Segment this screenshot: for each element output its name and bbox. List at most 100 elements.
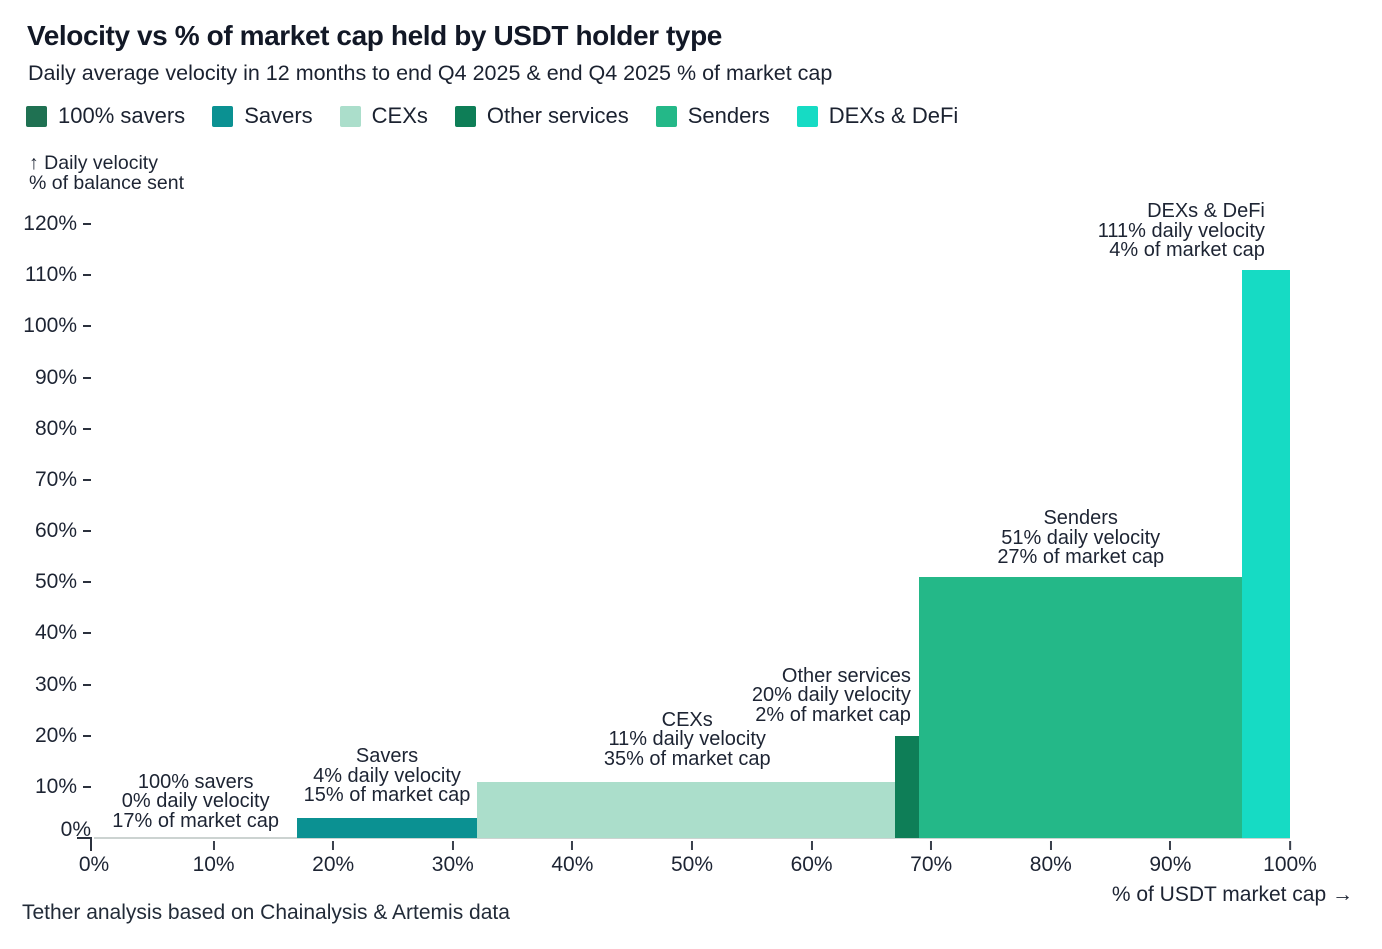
annotation-line: 35% of market cap xyxy=(603,747,771,770)
annotation-line: 4% of market cap xyxy=(1109,239,1265,262)
y-tick-mark xyxy=(83,785,91,788)
y-tick-label: 50% xyxy=(34,570,77,594)
legend-swatch-icon xyxy=(454,105,476,127)
plot-area: 0% 10% 20% 30% 40% 50% 60% 70% 80% 90% 100% 110% 120… xyxy=(23,202,1317,876)
x-tick-mark xyxy=(1169,841,1172,850)
legend-label: 100% savers xyxy=(58,103,186,128)
chart-subtitle: Daily average velocity in 12 months to e… xyxy=(28,61,833,85)
y-tick-label: 20% xyxy=(34,723,77,747)
y-tick-label: 80% xyxy=(34,416,77,440)
annotation-line: DEXs & DeFi xyxy=(1147,200,1265,223)
x-tick-mark xyxy=(1049,841,1052,850)
x-tick-80: 80% xyxy=(1030,838,1072,877)
annotation-line: 111% daily velocity xyxy=(1097,219,1265,242)
y-axis-title-line2: % of balance sent xyxy=(29,172,185,194)
y-tick-120: 120% xyxy=(23,212,94,236)
x-tick-mark xyxy=(930,841,933,850)
x-tick-20: 20% xyxy=(312,838,354,877)
annotation-line: 15% of market cap xyxy=(303,784,471,807)
y-tick-10: 10% xyxy=(35,775,94,799)
chart-title: Velocity vs % of market cap held by USDT… xyxy=(27,20,722,51)
legend-item-100-savers: 100% savers xyxy=(26,103,185,129)
x-tick-mark xyxy=(212,841,215,850)
annotation-line: Other services xyxy=(781,664,911,687)
annotation-line: 17% of market cap xyxy=(112,809,280,832)
axis-corner-elbow xyxy=(77,837,92,851)
x-tick-label: 100% xyxy=(1263,853,1317,876)
y-tick-label: 100% xyxy=(23,314,77,338)
legend-swatch-icon xyxy=(796,105,818,127)
x-tick-mark xyxy=(571,841,574,850)
bar-cexs xyxy=(476,781,896,838)
y-tick-label: 0% xyxy=(60,818,91,841)
y-tick-60: 60% xyxy=(35,519,94,543)
x-tick-label: 60% xyxy=(790,853,833,876)
x-tick-70: 70% xyxy=(910,838,952,877)
y-tick-20: 20% xyxy=(35,724,94,748)
legend-label: CEXs xyxy=(371,103,428,128)
x-tick-30: 30% xyxy=(432,838,474,877)
y-tick-100: 100% xyxy=(23,314,94,338)
annotation-line: 20% daily velocity xyxy=(751,684,911,707)
x-tick-mark xyxy=(332,841,335,850)
annotation-line: 27% of market cap xyxy=(997,546,1165,569)
y-tick-label: 120% xyxy=(23,212,77,235)
y-tick-mark xyxy=(83,223,91,225)
annotation-senders: Senders 51% daily velocity 27% of market c… xyxy=(997,509,1164,568)
y-tick-label: 110% xyxy=(24,263,77,287)
annotation-line: 51% daily velocity xyxy=(1001,526,1161,549)
legend-label: Senders xyxy=(687,103,770,128)
x-tick-label: 40% xyxy=(551,853,594,876)
y-tick-mark xyxy=(83,734,91,737)
legend: 100% savers Savers CEXs Other services Sende… xyxy=(26,103,958,129)
bar-dexs-defi xyxy=(1242,270,1290,838)
y-axis-title: ↑ Daily velocity % of balance sent xyxy=(29,153,184,193)
x-tick-0: 0% xyxy=(79,838,109,877)
x-tick-50: 50% xyxy=(671,838,713,877)
y-tick-80: 80% xyxy=(35,417,94,441)
x-tick-40: 40% xyxy=(551,838,593,877)
legend-item-dexs-defi: DEXs & DeFi xyxy=(796,103,959,129)
annotation-line: 4% daily velocity xyxy=(313,764,461,787)
x-tick-label: 80% xyxy=(1029,853,1072,876)
x-tick-label: 10% xyxy=(192,853,235,876)
x-tick-mark xyxy=(691,841,693,850)
source-note: Tether analysis based on Chainalysis & A… xyxy=(22,901,510,924)
x-tick-90: 90% xyxy=(1149,838,1191,877)
annotation-cexs: CEXs 11% daily velocity 35% of market cap xyxy=(603,708,771,770)
y-tick-110: 110% xyxy=(25,263,94,287)
annotation-other-services: Other services 20% daily velocity 2% of ma… xyxy=(751,664,911,726)
y-tick-mark xyxy=(83,683,91,686)
x-tick-label: 50% xyxy=(670,853,714,876)
legend-swatch-icon xyxy=(26,105,47,127)
bar-senders xyxy=(919,577,1243,838)
y-tick-40: 40% xyxy=(35,621,94,645)
y-tick-mark xyxy=(83,478,91,481)
legend-swatch-icon xyxy=(212,105,234,127)
annotation-line: Senders xyxy=(1043,507,1118,530)
legend-label: Other services xyxy=(486,103,629,128)
bar-savers xyxy=(297,817,477,838)
legend-item-savers: Savers xyxy=(212,103,313,129)
y-tick-mark xyxy=(83,274,91,277)
x-tick-100: 100% xyxy=(1263,838,1317,877)
legend-label: DEXs & DeFi xyxy=(828,103,959,128)
x-tick-label: 30% xyxy=(431,853,474,876)
x-axis-title: % of USDT market cap → xyxy=(1111,883,1353,906)
bar-other-services xyxy=(895,735,920,838)
x-tick-label: 70% xyxy=(910,853,953,876)
x-tick-mark xyxy=(810,841,813,850)
y-tick-mark xyxy=(83,325,91,328)
annotation-line: Savers xyxy=(355,745,419,768)
x-tick-mark xyxy=(1289,841,1291,850)
y-tick-mark xyxy=(83,530,91,532)
x-tick-10: 10% xyxy=(193,838,235,877)
y-tick-90: 90% xyxy=(35,366,94,390)
annotation-line: CEXs xyxy=(661,708,713,731)
x-tick-mark xyxy=(451,841,454,850)
legend-label: Savers xyxy=(244,103,313,128)
annotation-line: 100% savers xyxy=(137,770,254,793)
x-tick-60: 60% xyxy=(791,838,833,877)
y-tick-label: 30% xyxy=(34,672,77,696)
